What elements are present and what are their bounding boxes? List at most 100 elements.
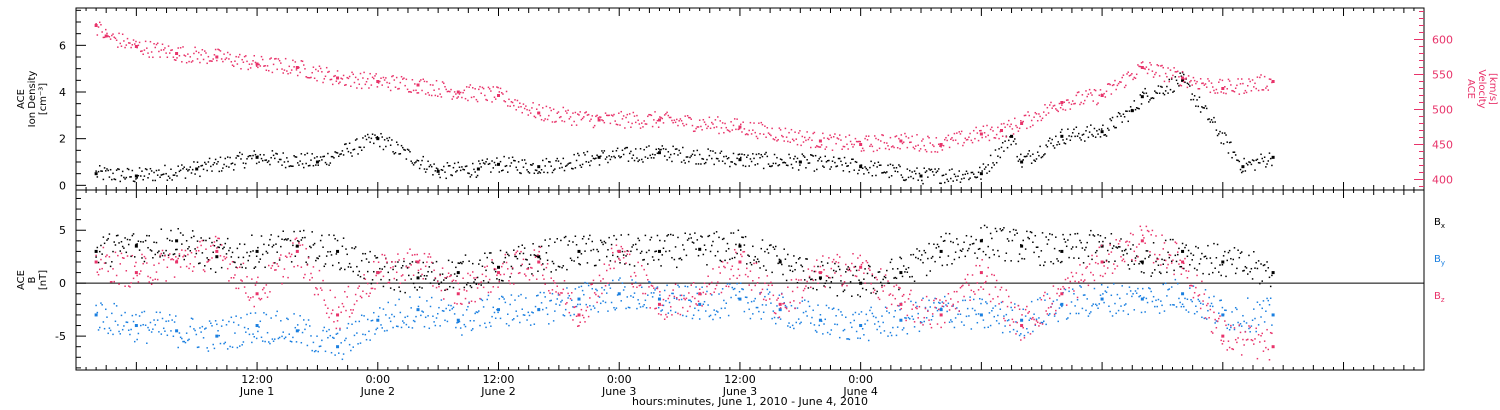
scatter-dot (1076, 298, 1079, 301)
scatter-dot (225, 256, 228, 259)
scatter-dot (184, 249, 187, 252)
scatter-dot (550, 109, 552, 112)
scatter-dot (1110, 119, 1113, 122)
scatter-dot (140, 175, 142, 177)
scatter-dot (968, 315, 970, 317)
scatter-dot (599, 155, 602, 157)
scatter-dot (335, 327, 338, 330)
scatter-dot (810, 146, 812, 149)
scatter-dot (1045, 114, 1047, 116)
right-axis-title: Velocity (1476, 69, 1487, 108)
scatter-dot (1129, 290, 1132, 292)
scatter-dot (583, 116, 585, 118)
scatter-dot (319, 156, 322, 158)
scatter-dot (597, 156, 600, 158)
scatter-dot (182, 234, 184, 236)
scatter-dot (404, 279, 406, 281)
scatter-dot (1120, 81, 1122, 83)
scatter-dot (389, 89, 392, 92)
scatter-dot (685, 315, 688, 318)
scatter-dot (418, 167, 421, 170)
scatter-dot (936, 243, 939, 246)
scatter-dot (1111, 247, 1114, 250)
scatter-dot (1175, 71, 1178, 73)
scatter-dot (137, 281, 140, 283)
scatter-dot (189, 56, 192, 58)
scatter-dot (124, 46, 126, 49)
scatter-dot (1271, 324, 1273, 326)
scatter-dot (226, 267, 229, 270)
scatter-dot (563, 236, 566, 239)
scatter-dot (231, 162, 234, 164)
scatter-dot (660, 116, 662, 119)
scatter-dot (263, 154, 265, 156)
scatter-dot (637, 237, 639, 240)
scatter-dot (1172, 304, 1174, 306)
scatter-dot (1038, 113, 1040, 115)
scatter-dot (604, 158, 607, 160)
scatter-dot (242, 256, 245, 259)
scatter-dot (1243, 269, 1245, 272)
scatter-dot (223, 163, 225, 166)
scatter-dot (876, 166, 878, 168)
scatter-dot (1078, 312, 1080, 315)
scatter-dot (963, 241, 965, 244)
scatter-dot (948, 146, 951, 149)
scatter-dot (890, 146, 893, 148)
data-point (1241, 165, 1245, 169)
scatter-dot (382, 148, 385, 151)
scatter-dot (1004, 140, 1006, 142)
scatter-dot (289, 72, 292, 74)
scatter-dot (764, 250, 766, 253)
scatter-dot (444, 171, 446, 173)
scatter-dot (280, 245, 282, 248)
scatter-dot (194, 248, 196, 250)
scatter-dot (1170, 77, 1173, 79)
scatter-dot (796, 143, 799, 146)
scatter-dot (778, 164, 781, 166)
scatter-dot (298, 66, 300, 69)
scatter-dot (663, 155, 666, 157)
scatter-dot (240, 68, 242, 70)
scatter-dot (146, 168, 148, 171)
scatter-dot (1091, 258, 1093, 261)
scatter-dot (426, 300, 428, 302)
scatter-dot (1027, 236, 1029, 239)
scatter-dot (254, 284, 257, 286)
scatter-dot (339, 329, 341, 331)
data-point (657, 297, 661, 301)
scatter-dot (150, 51, 153, 53)
scatter-dot (1073, 128, 1075, 131)
scatter-dot (739, 156, 742, 159)
scatter-dot (1070, 301, 1073, 303)
scatter-dot (771, 165, 773, 167)
scatter-dot (303, 229, 305, 232)
scatter-dot (395, 141, 398, 143)
scatter-dot (247, 68, 249, 71)
scatter-dot (356, 300, 358, 302)
scatter-dot (1065, 245, 1068, 248)
scatter-dot (1038, 317, 1040, 319)
scatter-dot (1012, 328, 1015, 331)
scatter-dot (112, 172, 114, 175)
scatter-dot (1075, 312, 1078, 315)
scatter-dot (370, 137, 373, 140)
scatter-dot (662, 147, 665, 150)
scatter-dot (469, 84, 472, 86)
scatter-dot (229, 247, 231, 249)
scatter-dot (502, 169, 504, 172)
scatter-dot (1091, 94, 1093, 96)
scatter-dot (1021, 166, 1023, 168)
scatter-dot (278, 336, 281, 339)
scatter-dot (647, 294, 649, 296)
scatter-dot (166, 237, 169, 240)
scatter-dot (344, 339, 346, 342)
scatter-dot (183, 54, 185, 56)
scatter-dot (1162, 66, 1165, 69)
scatter-dot (1023, 114, 1026, 117)
scatter-dot (816, 168, 818, 171)
scatter-dot (154, 179, 157, 182)
data-point (416, 308, 420, 312)
scatter-dot (883, 141, 886, 144)
scatter-dot (341, 302, 344, 305)
